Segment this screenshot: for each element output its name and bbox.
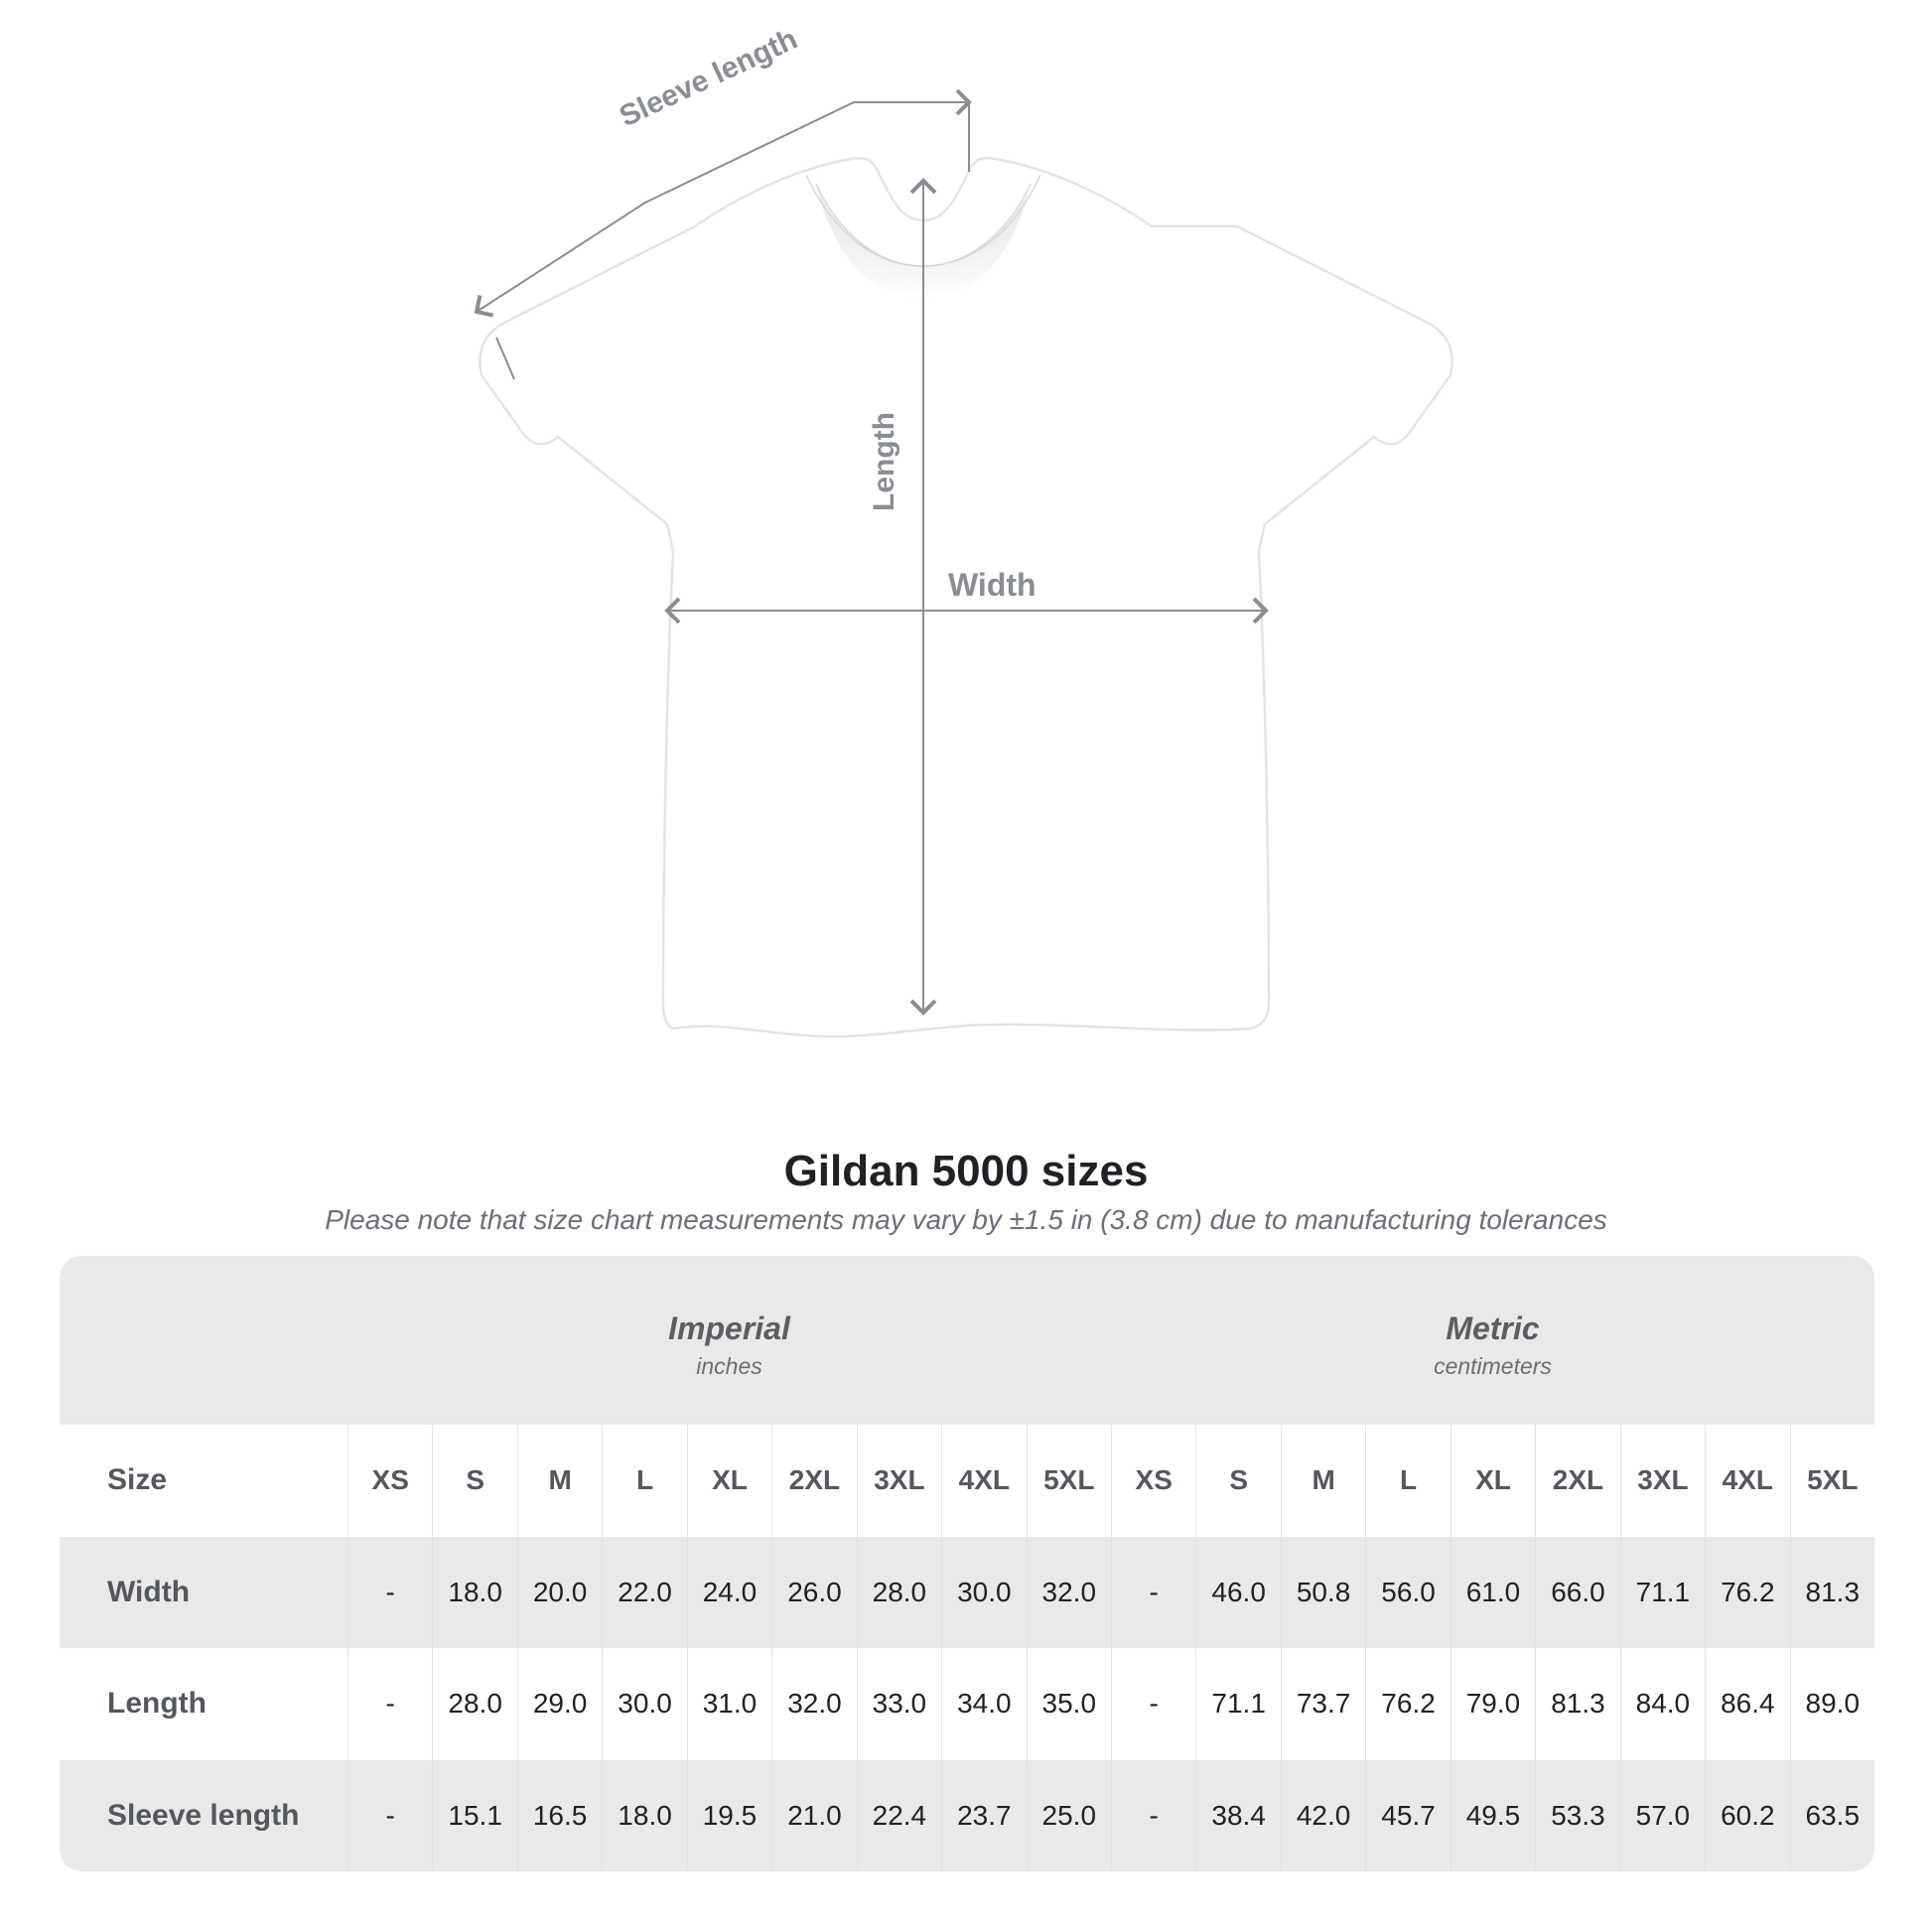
svg-text:Sleeve length: Sleeve length <box>615 23 802 134</box>
svg-text:Width: Width <box>948 567 1036 603</box>
svg-text:Length: Length <box>868 412 900 511</box>
